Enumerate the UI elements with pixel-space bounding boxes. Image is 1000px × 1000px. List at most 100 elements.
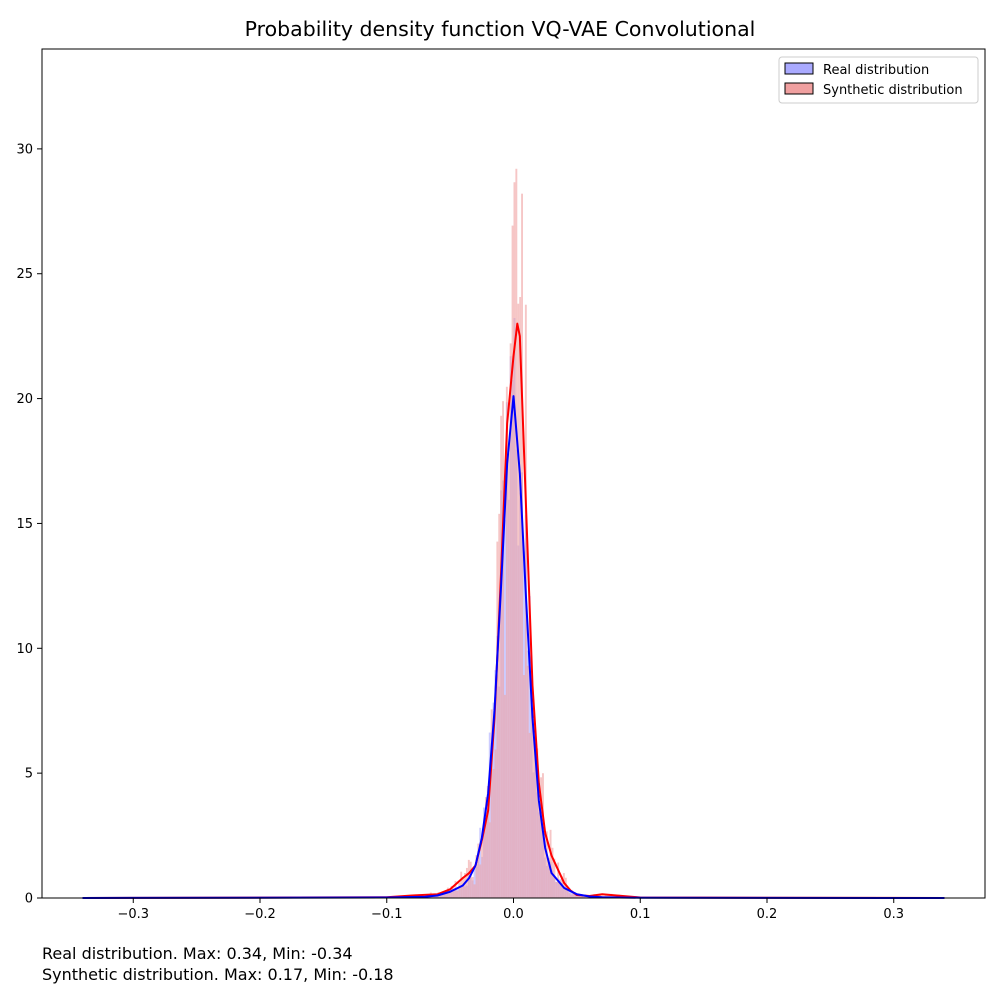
histogram-bar: [523, 675, 525, 898]
x-tick-label: 0.1: [630, 907, 651, 922]
histogram-bar: [473, 884, 476, 898]
histogram-bar: [578, 895, 581, 898]
histogram-synthetic: [389, 168, 636, 899]
histogram-bar: [452, 888, 455, 898]
legend-swatch-synthetic: [784, 82, 814, 95]
legend-label-real: Real distribution: [823, 63, 929, 78]
histogram-bar: [547, 857, 550, 898]
histogram-bar: [574, 893, 577, 898]
plot-area: [82, 168, 945, 899]
histogram-bar: [513, 182, 516, 898]
histogram-bar: [572, 891, 575, 898]
y-tick-label: 30: [16, 142, 33, 157]
histogram-bar: [549, 829, 552, 898]
histogram-bar: [507, 453, 510, 898]
histogram-bar: [460, 871, 463, 898]
kde-line-real: [82, 395, 945, 899]
histogram-bar: [545, 831, 548, 898]
histogram-bar: [465, 867, 468, 898]
annotation-synthetic-range: Synthetic distribution. Max: 0.17, Min: …: [42, 965, 394, 984]
histogram-bar: [587, 896, 590, 898]
histogram-bar: [519, 297, 522, 898]
histogram-bar: [502, 401, 504, 898]
histogram-bar: [517, 303, 520, 899]
y-axis: 0 5 10 15 20 25 30: [16, 142, 42, 907]
y-tick-label: 25: [16, 267, 33, 282]
histogram-bar: [528, 732, 531, 898]
histogram-bar: [479, 864, 482, 898]
histogram-bar: [526, 665, 529, 898]
histogram-bar: [505, 386, 508, 898]
histogram-bar: [492, 768, 495, 898]
legend: Real distribution Synthetic distribution: [778, 56, 979, 104]
histogram-bar: [530, 702, 533, 898]
histogram-bar: [475, 855, 478, 898]
histogram-bar: [583, 896, 586, 898]
histogram-bar: [496, 541, 499, 898]
histogram-bar: [583, 895, 586, 898]
histogram-bar: [469, 861, 472, 898]
histogram-bar: [612, 894, 615, 898]
y-tick-label: 15: [16, 517, 33, 532]
legend-swatch-real: [784, 62, 814, 75]
histogram-bar: [448, 891, 451, 898]
histogram-bar: [498, 513, 501, 898]
histogram-bar: [580, 896, 582, 898]
y-tick-label: 0: [25, 892, 33, 907]
y-tick-label: 20: [16, 392, 33, 407]
histogram-bar: [532, 708, 535, 898]
histogram-bar: [458, 882, 461, 898]
histogram-bar: [500, 415, 503, 898]
histogram-bar: [471, 877, 474, 898]
histogram-bar: [473, 868, 476, 898]
histogram-bar: [484, 797, 487, 898]
histogram-bar: [553, 858, 556, 898]
histogram-bar: [543, 833, 546, 898]
histogram-bar: [503, 694, 506, 898]
histogram-bar: [479, 827, 482, 898]
x-tick-label: −0.2: [244, 907, 276, 922]
histogram-bar: [441, 893, 444, 898]
histogram-bar: [570, 894, 573, 898]
histogram-bar: [443, 892, 446, 898]
y-tick-label: 10: [16, 642, 33, 657]
histogram-bar: [439, 894, 442, 898]
chart-title: Probability density function VQ-VAE Conv…: [245, 17, 756, 41]
legend-label-synthetic: Synthetic distribution: [823, 83, 963, 98]
histogram-bar: [456, 890, 459, 898]
histogram-bar: [477, 843, 480, 898]
histogram-bar: [538, 800, 541, 898]
histogram-bar: [561, 876, 563, 898]
histogram-bar: [481, 842, 484, 898]
histogram-bar: [536, 748, 539, 898]
histogram-bar: [488, 822, 491, 898]
histogram-bar: [483, 829, 485, 898]
histogram-bar: [445, 891, 447, 898]
x-tick-label: −0.1: [371, 907, 403, 922]
histogram-bar: [568, 893, 571, 898]
x-tick-label: 0.3: [883, 907, 904, 922]
y-tick-label: 5: [25, 767, 33, 782]
histogram-bar: [509, 343, 512, 899]
legend-box: [778, 56, 979, 104]
histogram-bar: [490, 709, 493, 898]
histogram-bar: [559, 880, 562, 898]
histogram-bar: [486, 785, 489, 898]
histogram-bar: [581, 896, 584, 898]
histogram-bar: [534, 751, 537, 898]
histogram-bar: [555, 881, 558, 898]
histogram-bar: [540, 777, 543, 898]
histogram-bar: [494, 749, 497, 898]
x-tick-label: 0.0: [503, 907, 524, 922]
histogram-bar: [488, 732, 491, 898]
histogram-bar: [566, 889, 569, 898]
histogram-bar: [570, 889, 573, 898]
histogram-bar: [435, 895, 438, 898]
histogram-bar: [585, 896, 588, 898]
histogram-bar: [462, 877, 465, 898]
x-tick-label: −0.3: [117, 907, 149, 922]
histogram-bar: [562, 873, 565, 898]
histogram-bar: [511, 225, 514, 899]
histogram-bar: [521, 193, 523, 899]
